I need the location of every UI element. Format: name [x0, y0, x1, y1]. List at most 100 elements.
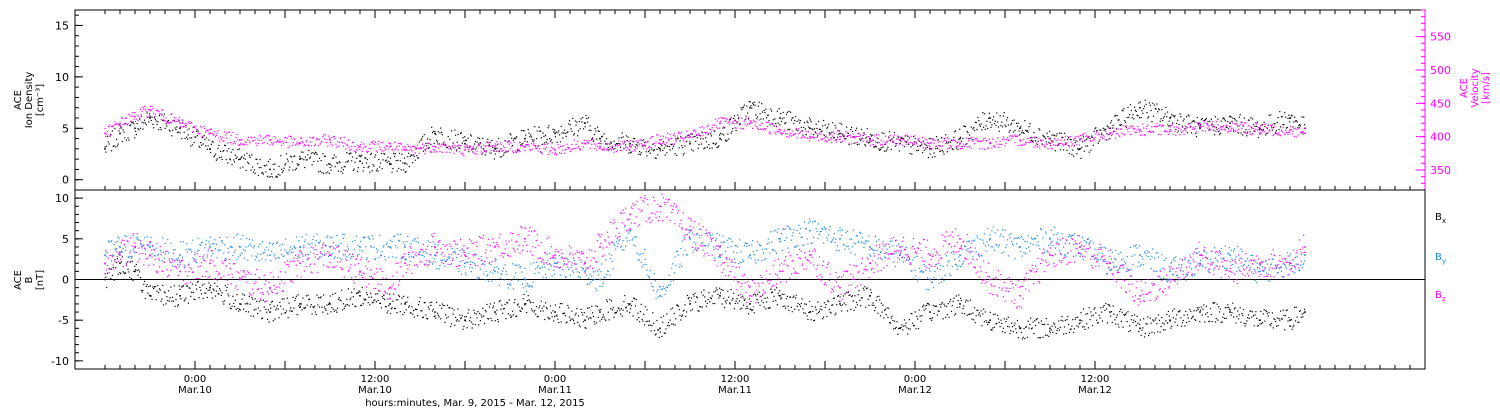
scatter-point	[351, 256, 353, 258]
scatter-point	[313, 136, 315, 138]
scatter-point	[262, 137, 264, 140]
scatter-point	[1079, 138, 1081, 140]
scatter-point	[323, 242, 325, 244]
scatter-point	[623, 300, 625, 303]
scatter-point	[1283, 123, 1285, 126]
scatter-point	[112, 266, 114, 269]
scatter-point	[280, 313, 283, 315]
scatter-point	[593, 133, 595, 136]
scatter-point	[797, 130, 799, 132]
scatter-point	[648, 145, 651, 147]
scatter-point	[616, 310, 618, 312]
scatter-point	[291, 161, 293, 163]
scatter-point	[139, 253, 141, 255]
scatter-point	[319, 170, 321, 172]
scatter-point	[964, 313, 966, 315]
scatter-point	[767, 121, 769, 123]
data-point	[1229, 125, 1231, 128]
scatter-point	[945, 316, 947, 318]
scatter-point	[276, 307, 278, 309]
scatter-point	[813, 319, 816, 321]
scatter-point	[412, 162, 414, 164]
scatter-point	[163, 291, 165, 293]
scatter-point	[1270, 114, 1272, 116]
scatter-point	[914, 311, 916, 313]
scatter-point	[524, 140, 526, 142]
axis-label-line: Velocity	[1470, 68, 1481, 107]
scatter-point	[632, 315, 634, 317]
scatter-point	[1010, 330, 1012, 332]
scatter-point	[996, 112, 998, 114]
scatter-point	[535, 148, 538, 150]
scatter-point	[104, 127, 106, 130]
scatter-point	[194, 136, 196, 138]
scatter-point	[945, 142, 947, 145]
scatter-point	[420, 139, 422, 141]
scatter-point	[312, 137, 314, 139]
scatter-point	[793, 295, 795, 297]
scatter-point	[128, 139, 130, 141]
scatter-point	[756, 125, 758, 128]
scatter-point	[1208, 126, 1210, 128]
scatter-point	[222, 140, 224, 142]
scatter-point	[629, 149, 631, 151]
scatter-point	[395, 160, 397, 162]
scatter-point	[1148, 334, 1150, 337]
scatter-point	[111, 240, 113, 242]
scatter-point	[677, 132, 679, 134]
scatter-point	[1126, 321, 1128, 323]
scatter-point	[134, 120, 137, 123]
scatter-point	[1228, 122, 1231, 124]
scatter-point	[692, 293, 694, 296]
scatter-point	[336, 311, 338, 313]
scatter-point	[924, 138, 926, 140]
scatter-point	[1148, 130, 1150, 133]
scatter-point	[242, 293, 244, 295]
scatter-point	[1044, 146, 1046, 148]
scatter-point	[235, 234, 237, 236]
scatter-point	[357, 244, 359, 247]
scatter-point	[1197, 123, 1199, 125]
scatter-point	[688, 134, 690, 136]
scatter-point	[224, 258, 227, 260]
scatter-point	[514, 299, 516, 301]
scatter-point	[750, 105, 752, 107]
scatter-point	[1233, 316, 1235, 318]
scatter-point	[679, 140, 681, 142]
scatter-point	[844, 137, 846, 140]
scatter-point	[696, 297, 698, 299]
scatter-point	[319, 297, 321, 299]
scatter-point	[531, 139, 533, 141]
scatter-point	[876, 137, 878, 139]
scatter-point	[855, 306, 857, 308]
scatter-point	[796, 120, 798, 122]
scatter-point	[946, 151, 948, 153]
scatter-point	[689, 141, 691, 143]
scatter-point	[570, 149, 572, 151]
scatter-point	[182, 285, 184, 287]
scatter-point	[1215, 318, 1217, 320]
scatter-point	[888, 136, 890, 138]
scatter-point	[775, 299, 777, 302]
scatter-point	[1262, 128, 1264, 131]
scatter-point	[863, 132, 865, 134]
scatter-point	[726, 299, 728, 301]
scatter-point	[196, 281, 198, 283]
scatter-point	[603, 133, 605, 135]
scatter-point	[1189, 308, 1191, 311]
scatter-point	[1076, 153, 1078, 155]
scatter-point	[282, 143, 284, 145]
scatter-point	[799, 119, 802, 122]
scatter-point	[1178, 127, 1180, 129]
scatter-point	[1216, 303, 1218, 305]
scatter-point	[411, 306, 413, 308]
data-point	[434, 254, 436, 256]
scatter-point	[695, 296, 698, 298]
scatter-point	[1195, 125, 1197, 128]
scatter-point	[776, 304, 778, 306]
scatter-point	[827, 139, 830, 141]
scatter-point	[139, 108, 142, 110]
scatter-point	[1053, 323, 1056, 325]
scatter-point	[822, 318, 824, 320]
scatter-point	[900, 137, 902, 140]
